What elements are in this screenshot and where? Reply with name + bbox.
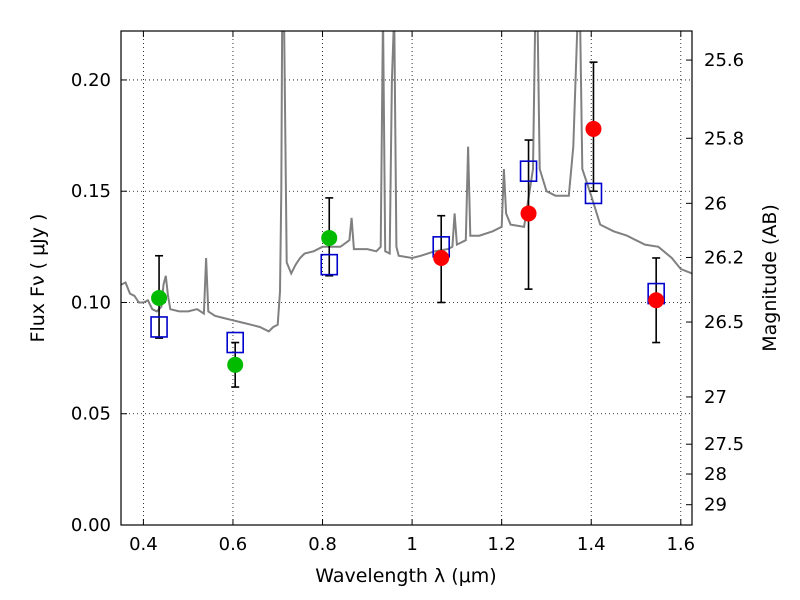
observed-optical-marker [151,290,168,307]
model-photometry-markers [150,160,665,354]
model-photometry-marker [226,331,244,354]
right-tick-label: 26.5 [704,312,744,333]
plot-frame [120,30,693,526]
right-tick-label: 25.6 [704,50,744,71]
tick-labels: 0.4 0.6 0.8 1 1.2 1.4 1.6 0.00 0.05 0.10 0.15 0.20 2… [71,50,744,555]
x-tick-label: 1 [406,534,417,555]
right-tick-label: 25.8 [704,128,744,149]
right-tick-label: 27.5 [704,434,744,455]
observed-optical-marker [227,356,244,373]
observed-nir-marker [433,249,450,266]
x-tick-label: 1.2 [487,534,516,555]
model-spectrum-line [121,31,692,333]
observed-markers [151,120,665,373]
model-photometry-marker [150,316,168,338]
right-tick-label: 26.2 [704,247,744,268]
plot-area [121,31,692,388]
x-axis-label: Wavelength λ (μm) [315,565,496,587]
y-tick-label: 0.05 [71,404,111,425]
axis-ticks [121,31,692,526]
x-tick-label: 1.4 [577,534,606,555]
model-photometry-marker [519,160,538,182]
y-tick-label: 0.00 [71,515,111,536]
observed-nir-marker [585,120,602,137]
x-tick-label: 0.6 [219,534,248,555]
observed-nir-marker [648,292,665,309]
right-tick-label: 27 [704,387,727,408]
right-tick-label: 29 [704,495,727,516]
x-tick-label: 0.4 [129,534,158,555]
model-photometry-marker [584,182,603,205]
right-tick-label: 28 [704,464,727,485]
y-tick-label: 0.10 [71,292,111,313]
model-photometry-marker [320,253,339,276]
y-tick-label: 0.20 [71,70,111,91]
observed-optical-marker [321,229,338,246]
y-tick-label: 0.15 [71,181,111,202]
y-axis-label: Flux Fν ( μJy ) [27,214,49,343]
observed-nir-marker [520,205,537,222]
x-tick-label: 1.6 [666,534,695,555]
right-tick-label: 26 [704,193,727,214]
x-tick-label: 0.8 [308,534,337,555]
right-axis-label: Magnitude (AB) [759,204,781,352]
